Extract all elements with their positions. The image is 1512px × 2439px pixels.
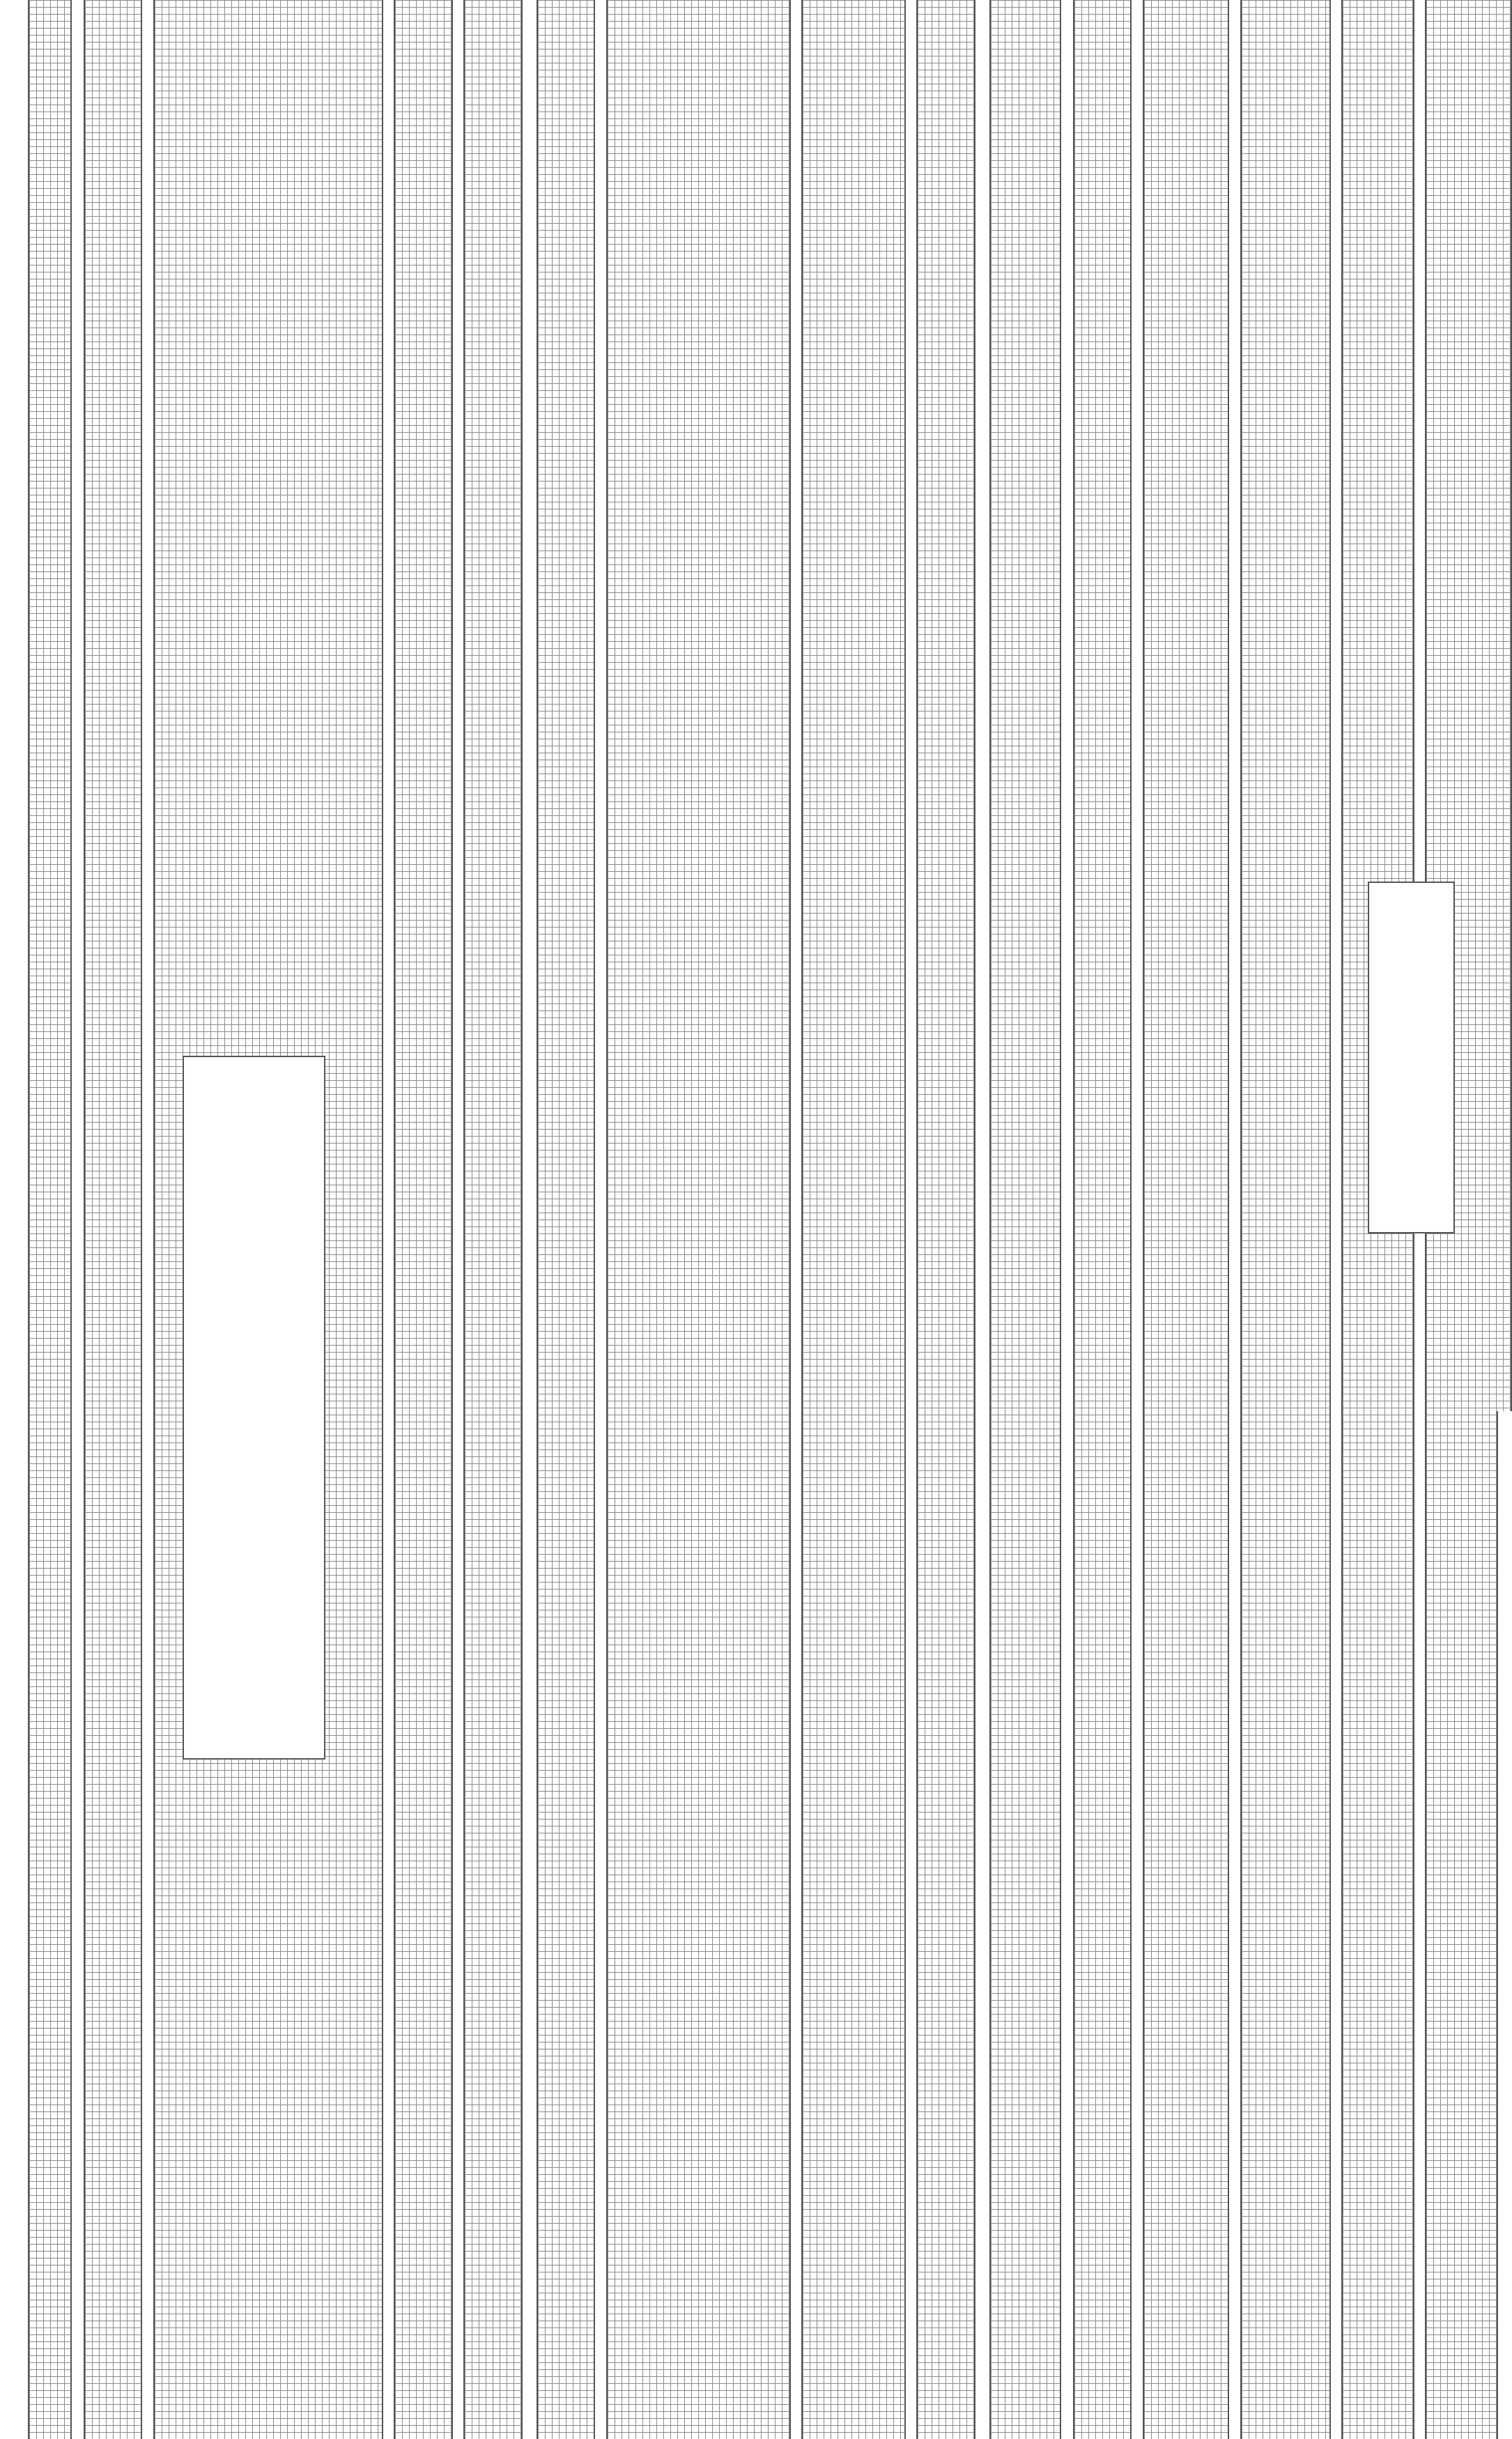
grid-strip-13 bbox=[1240, 0, 1331, 2439]
grid-strip-9 bbox=[916, 0, 975, 2439]
grid-strip-10 bbox=[989, 0, 1061, 2439]
grid-strip-2 bbox=[84, 0, 142, 2439]
grid-strip-8 bbox=[801, 0, 906, 2439]
blank-region-left bbox=[183, 1056, 325, 1760]
grid-strip-11 bbox=[1073, 0, 1132, 2439]
grid-strip-15-top bbox=[1425, 0, 1512, 1411]
grid-strip-4 bbox=[394, 0, 453, 2439]
grid-strip-1 bbox=[28, 0, 72, 2439]
blank-region-right bbox=[1368, 882, 1455, 1233]
grid-strip-6 bbox=[537, 0, 595, 2439]
grid-strip-5 bbox=[463, 0, 523, 2439]
grid-strip-12 bbox=[1143, 0, 1229, 2439]
grid-strip-7 bbox=[606, 0, 791, 2439]
